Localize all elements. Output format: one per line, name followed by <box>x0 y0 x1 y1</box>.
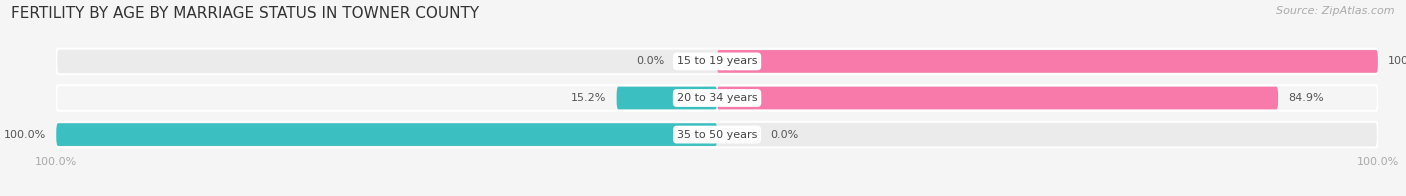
FancyBboxPatch shape <box>56 123 717 146</box>
Text: FERTILITY BY AGE BY MARRIAGE STATUS IN TOWNER COUNTY: FERTILITY BY AGE BY MARRIAGE STATUS IN T… <box>11 6 479 21</box>
FancyBboxPatch shape <box>617 87 717 109</box>
Text: 15 to 19 years: 15 to 19 years <box>676 56 758 66</box>
FancyBboxPatch shape <box>56 85 1378 111</box>
Text: 15.2%: 15.2% <box>571 93 607 103</box>
Text: Source: ZipAtlas.com: Source: ZipAtlas.com <box>1277 6 1395 16</box>
Text: 100.0%: 100.0% <box>1388 56 1406 66</box>
FancyBboxPatch shape <box>717 87 1278 109</box>
FancyBboxPatch shape <box>56 49 1378 74</box>
Text: 84.9%: 84.9% <box>1288 93 1323 103</box>
Text: 100.0%: 100.0% <box>4 130 46 140</box>
Text: 0.0%: 0.0% <box>636 56 664 66</box>
FancyBboxPatch shape <box>717 50 1378 73</box>
Text: 20 to 34 years: 20 to 34 years <box>676 93 758 103</box>
FancyBboxPatch shape <box>56 122 1378 147</box>
Text: 35 to 50 years: 35 to 50 years <box>676 130 758 140</box>
Text: 0.0%: 0.0% <box>770 130 799 140</box>
